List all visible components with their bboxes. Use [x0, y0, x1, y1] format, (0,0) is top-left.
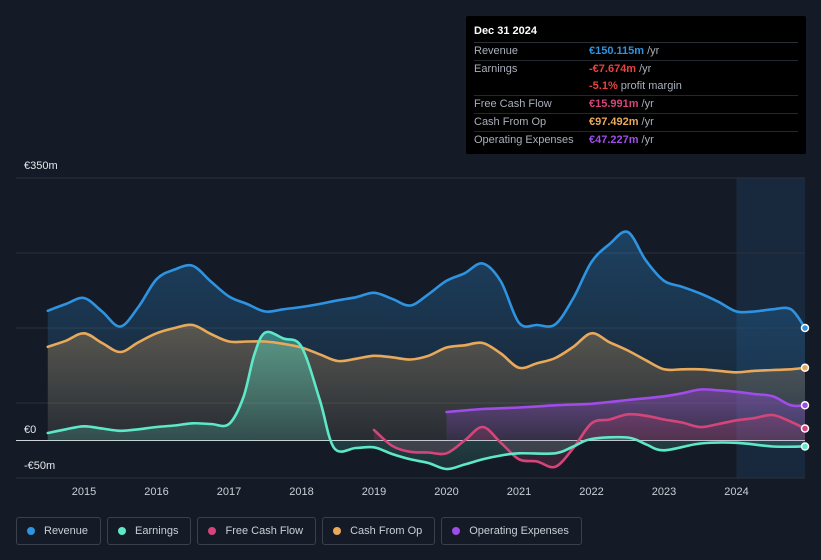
- operating-expenses-end-point: [800, 401, 810, 410]
- tooltip-label: Revenue: [474, 45, 519, 57]
- legend-label: Revenue: [44, 525, 89, 537]
- legend-item-revenue[interactable]: Revenue: [16, 517, 102, 545]
- legend-label: Free Cash Flow: [225, 525, 304, 537]
- free-cash-flow-line: [372, 412, 807, 469]
- x-tick-label: 2022: [579, 486, 603, 498]
- tooltip-row-revenue: Revenue €150.115m /yr: [474, 43, 798, 61]
- legend-item-cash-from-op[interactable]: Cash From Op: [322, 517, 436, 545]
- tooltip-label: Cash From Op: [474, 116, 547, 128]
- tooltip-value: €47.227m: [589, 134, 639, 146]
- legend-dot-icon: [208, 527, 217, 535]
- x-tick-label: 2018: [289, 486, 313, 498]
- legend-label: Earnings: [135, 525, 179, 537]
- x-tick-label: 2015: [72, 486, 96, 498]
- tooltip-row-fcf: Free Cash Flow €15.991m /yr: [474, 96, 798, 114]
- operating-expenses-line: [445, 388, 807, 414]
- x-tick-label: 2019: [362, 486, 386, 498]
- tooltip-row-opex: Operating Expenses €47.227m /yr: [474, 132, 798, 149]
- earnings-area: [47, 331, 806, 470]
- tooltip-value: €97.492m: [589, 116, 639, 128]
- tooltip-row-cfo: Cash From Op €97.492m /yr: [474, 114, 798, 132]
- legend-item-operating-expenses[interactable]: Operating Expenses: [441, 517, 582, 545]
- legend-item-earnings[interactable]: Earnings: [107, 517, 192, 545]
- legend-dot-icon: [27, 527, 35, 535]
- cash-from-op-end-point: [800, 363, 810, 372]
- x-tick-label: 2017: [217, 486, 241, 498]
- revenue-end-point: [800, 323, 810, 333]
- free-cash-flow-end-point: [800, 424, 810, 433]
- chart-legend: Revenue Earnings Free Cash Flow Cash Fro…: [16, 517, 582, 545]
- legend-dot-icon: [452, 527, 461, 535]
- y-tick-label-zero: €0: [24, 424, 37, 436]
- tooltip-label: Free Cash Flow: [474, 98, 552, 110]
- x-tick-label: 2023: [652, 486, 676, 498]
- x-tick-label: 2021: [507, 486, 531, 498]
- tooltip-unit: /yr: [647, 45, 660, 57]
- data-tooltip: Dec 31 2024 Revenue €150.115m /yr Earnin…: [466, 16, 806, 154]
- y-tick-label-bottom: -€50m: [24, 460, 56, 472]
- x-tick-label: 2024: [724, 486, 748, 498]
- y-tick-label-top: €350m: [24, 160, 58, 172]
- revenue-line: [46, 230, 807, 330]
- tooltip-date: Dec 31 2024: [474, 24, 798, 43]
- earnings-line: [46, 330, 807, 471]
- legend-dot-icon: [333, 527, 342, 535]
- tooltip-value: €150.115m: [589, 45, 645, 57]
- tooltip-label: [474, 78, 589, 95]
- tooltip-unit: /yr: [639, 63, 652, 75]
- legend-label: Operating Expenses: [469, 525, 569, 537]
- legend-item-free-cash-flow[interactable]: Free Cash Flow: [197, 517, 317, 545]
- tooltip-unit: /yr: [641, 116, 654, 128]
- tooltip-label: Earnings: [474, 63, 518, 75]
- tooltip-unit: /yr: [641, 134, 654, 146]
- tooltip-value: -€7.674m: [589, 63, 637, 75]
- cash-from-op-line: [46, 323, 807, 374]
- x-tick-label: 2016: [144, 486, 168, 498]
- earnings-end-point: [800, 442, 810, 451]
- tooltip-value: €15.991m: [589, 98, 639, 110]
- tooltip-unit: profit margin: [620, 80, 682, 92]
- tooltip-label: Operating Expenses: [474, 134, 574, 146]
- legend-label: Cash From Op: [350, 525, 423, 537]
- tooltip-value: -5.1%: [589, 80, 618, 92]
- x-tick-label: 2020: [434, 486, 458, 498]
- tooltip-row-margin: -5.1% profit margin: [474, 78, 798, 96]
- tooltip-row-earnings: Earnings -€7.674m /yr: [474, 61, 798, 78]
- legend-dot-icon: [118, 527, 127, 535]
- tooltip-unit: /yr: [641, 98, 654, 110]
